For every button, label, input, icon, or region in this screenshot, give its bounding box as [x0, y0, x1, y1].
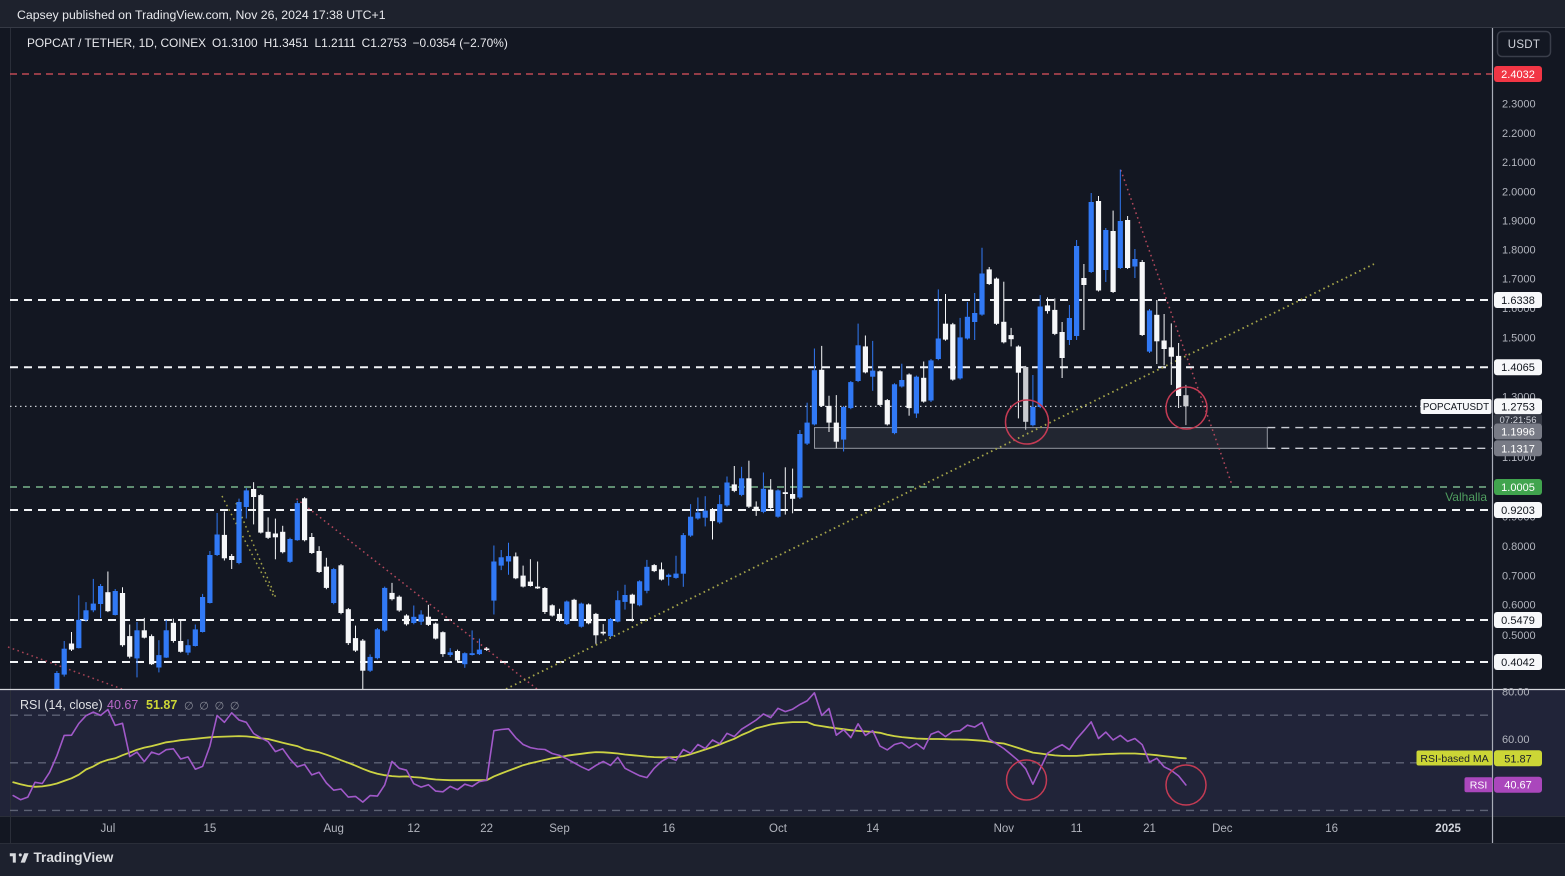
- svg-text:2.0000: 2.0000: [1502, 187, 1536, 199]
- svg-text:1.2753: 1.2753: [1501, 401, 1535, 413]
- svg-text:0.7000: 0.7000: [1502, 571, 1536, 583]
- svg-text:∅: ∅: [199, 701, 209, 713]
- svg-text:80.00: 80.00: [1502, 686, 1530, 698]
- svg-text:1.1996: 1.1996: [1501, 427, 1535, 439]
- svg-text:2.2000: 2.2000: [1502, 128, 1536, 140]
- svg-text:Valhalla: Valhalla: [1445, 490, 1487, 504]
- svg-text:POPCATUSDT: POPCATUSDT: [1423, 402, 1489, 413]
- svg-text:0.4042: 0.4042: [1501, 657, 1535, 669]
- svg-text:0.9203: 0.9203: [1501, 505, 1535, 517]
- svg-text:Capsey published on TradingVie: Capsey published on TradingView.com, Nov…: [17, 8, 386, 22]
- svg-text:RSI (14, close): RSI (14, close): [20, 698, 103, 712]
- svg-text:1.9000: 1.9000: [1502, 216, 1536, 228]
- svg-text:07:21:56: 07:21:56: [1500, 415, 1537, 426]
- svg-text:Aug: Aug: [323, 823, 343, 835]
- svg-text:14: 14: [866, 823, 879, 835]
- svg-text:Nov: Nov: [994, 823, 1015, 835]
- svg-text:16: 16: [662, 823, 675, 835]
- svg-text:∅: ∅: [230, 701, 240, 713]
- svg-text:51.87: 51.87: [146, 698, 177, 712]
- svg-text:2.3000: 2.3000: [1502, 99, 1536, 111]
- svg-text:1.4065: 1.4065: [1501, 362, 1535, 374]
- svg-text:40.67: 40.67: [107, 698, 138, 712]
- svg-text:∅: ∅: [184, 701, 194, 713]
- svg-text:RSI: RSI: [1470, 780, 1488, 792]
- svg-text:0.6000: 0.6000: [1502, 600, 1536, 612]
- svg-text:TradingView: TradingView: [34, 850, 114, 865]
- svg-text:1.7000: 1.7000: [1502, 274, 1536, 286]
- svg-text:0.8000: 0.8000: [1502, 541, 1536, 553]
- svg-text:POPCAT / TETHER, 1D, COINEX O1: POPCAT / TETHER, 1D, COINEX O1.3100 H1.3…: [27, 36, 508, 50]
- svg-text:Oct: Oct: [769, 823, 788, 835]
- svg-text:2.4032: 2.4032: [1501, 69, 1535, 81]
- svg-text:60.00: 60.00: [1502, 734, 1530, 746]
- svg-text:16: 16: [1325, 823, 1338, 835]
- svg-text:22: 22: [480, 823, 493, 835]
- svg-text:12: 12: [407, 823, 420, 835]
- svg-text:Jul: Jul: [101, 823, 116, 835]
- svg-text:15: 15: [204, 823, 217, 835]
- svg-text:USDT: USDT: [1508, 39, 1541, 51]
- svg-text:2025: 2025: [1435, 823, 1461, 835]
- svg-text:40.67: 40.67: [1504, 780, 1532, 792]
- svg-text:11: 11: [1071, 823, 1083, 835]
- svg-text:0.5000: 0.5000: [1502, 630, 1536, 642]
- svg-text:21: 21: [1143, 823, 1156, 835]
- svg-text:Dec: Dec: [1212, 823, 1233, 835]
- svg-text:1.6338: 1.6338: [1501, 295, 1535, 307]
- svg-text:∅: ∅: [215, 701, 225, 713]
- svg-text:1.0005: 1.0005: [1501, 482, 1535, 494]
- svg-text:1.8000: 1.8000: [1502, 245, 1536, 257]
- svg-text:51.87: 51.87: [1504, 753, 1532, 765]
- svg-text:0.5479: 0.5479: [1501, 615, 1535, 627]
- svg-text:1.5000: 1.5000: [1502, 333, 1536, 345]
- svg-text:2.1000: 2.1000: [1502, 157, 1536, 169]
- svg-text:1.1317: 1.1317: [1501, 443, 1535, 455]
- svg-text:Sep: Sep: [549, 823, 569, 835]
- svg-text:RSI-based MA: RSI-based MA: [1420, 753, 1488, 765]
